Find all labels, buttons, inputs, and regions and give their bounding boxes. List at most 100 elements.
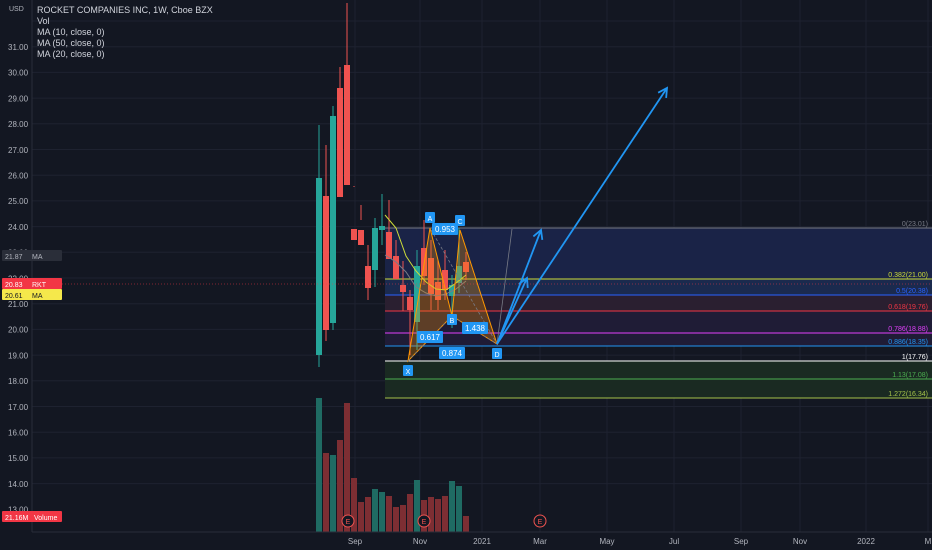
point-label-a: A [425, 212, 435, 223]
arrow-shaft [496, 229, 542, 345]
fib-level: 1.272(16.34) [385, 391, 932, 399]
ratio-label-bg [432, 223, 458, 235]
fib-level: 0.886(18.35) [385, 339, 932, 347]
arrow-head [657, 86, 669, 99]
candle [365, 245, 371, 300]
candle-body [344, 65, 350, 185]
candle-body [372, 228, 378, 270]
candle [435, 260, 441, 310]
price-tick: 31.00 [8, 43, 29, 52]
candle-body [351, 229, 357, 240]
price-tick: 26.00 [8, 172, 29, 181]
time-tick: May [599, 537, 614, 546]
volume-bar [435, 499, 441, 532]
point-label-text: A [428, 216, 433, 223]
point-label-bg [492, 348, 502, 359]
symbol-title[interactable]: ROCKET COMPANIES INC, 1W, Cboe BZX [37, 5, 213, 15]
volume-bar [456, 486, 462, 532]
ma20-legend[interactable]: MA (20, close, 0) [37, 49, 105, 59]
price-axis-unit: USD [9, 6, 24, 13]
fib-level: 0(23.01) [385, 221, 932, 229]
price-badge-tag: Volume [34, 515, 57, 522]
price-badge-ma: 20.61 MA [2, 289, 62, 300]
volume-bar [323, 453, 329, 532]
fib-level: 0.618(19.76) [385, 304, 932, 312]
price-tick: 25.00 [8, 197, 29, 206]
chart-legend: ROCKET COMPANIES INC, 1W, Cboe BZX Vol M… [37, 5, 213, 60]
price-tick: 19.00 [8, 351, 29, 360]
fib-label: 1.13(17.08) [892, 372, 928, 379]
pattern-extension [496, 228, 513, 345]
price-badge-value: 20.83 [5, 282, 23, 289]
candle-body [463, 262, 469, 272]
price-tick: 15.00 [8, 454, 29, 463]
price-badge-value: 20.61 [5, 293, 23, 300]
earnings-marker: E [417, 514, 431, 528]
time-axis[interactable]: Sep Nov 2021 Mar May Jul Sep Nov 2022 M [32, 531, 932, 546]
candle [358, 205, 364, 245]
projection-arrows[interactable] [496, 86, 669, 345]
volume-bar [386, 496, 392, 532]
point-label-x: X [403, 365, 413, 376]
earnings-circle [533, 514, 547, 528]
price-tick: 16.00 [8, 429, 29, 438]
candle-body [323, 196, 329, 330]
arrow-shaft [496, 87, 668, 345]
volume-bar [428, 497, 434, 532]
earnings-circle [417, 514, 431, 528]
ma10-legend[interactable]: MA (10, close, 0) [37, 27, 105, 37]
point-label-text: D [494, 352, 499, 359]
candle [351, 186, 357, 240]
volume-bar [442, 496, 448, 532]
candle [407, 290, 413, 355]
fib-level: 1.13(17.08) [385, 372, 932, 380]
price-tick: 21.00 [8, 300, 29, 309]
volume-bar [414, 480, 420, 532]
candle-body [393, 256, 399, 279]
point-label-bg [425, 212, 435, 223]
ratio-label-text: 0.617 [420, 333, 441, 342]
fib-label: 0.618(19.76) [888, 304, 928, 311]
earnings-letter: E [346, 519, 351, 526]
volume-bar [393, 507, 399, 532]
volume-bar [365, 497, 371, 532]
price-tick: 18.00 [8, 377, 29, 386]
candle [330, 106, 336, 330]
price-tick: 24.00 [8, 223, 29, 232]
ratio-label-bg [417, 331, 443, 343]
volume-bar [344, 403, 350, 532]
candle-body [414, 266, 420, 322]
price-badge-tag: RKT [32, 282, 47, 289]
time-tick: Jul [669, 537, 679, 546]
candle [316, 125, 322, 367]
ratio-label-text: 0.874 [442, 349, 463, 358]
candle-body [365, 266, 371, 288]
candle [323, 145, 329, 341]
point-label-b: B [447, 314, 457, 325]
ratio-label: 1.438 [462, 322, 488, 334]
volume-bar [372, 489, 378, 532]
price-tick: 14.00 [8, 480, 29, 489]
ratio-label: 0.953 [432, 223, 458, 235]
fib-level: 0.5(20.38) [385, 288, 932, 296]
price-badge-value: 21.16M [5, 515, 29, 522]
candle-body [386, 232, 392, 259]
time-tick: M [925, 537, 932, 546]
candle-body [407, 297, 413, 310]
ma50-legend[interactable]: MA (50, close, 0) [37, 38, 105, 48]
volume-bar [449, 481, 455, 532]
fib-retracement[interactable]: 0(23.01) 0.382(21.00) 0.5(20.38) 0.618(19.7… [385, 221, 932, 399]
time-tick: Mar [533, 537, 547, 546]
candle [442, 250, 448, 300]
earnings-circle [341, 514, 355, 528]
candle-body [330, 116, 336, 323]
volume-legend[interactable]: Vol [37, 16, 50, 26]
candle [393, 240, 399, 279]
fib-label: 0.886(18.35) [888, 339, 928, 346]
point-label-text: C [457, 219, 462, 226]
fib-zone [385, 228, 932, 279]
